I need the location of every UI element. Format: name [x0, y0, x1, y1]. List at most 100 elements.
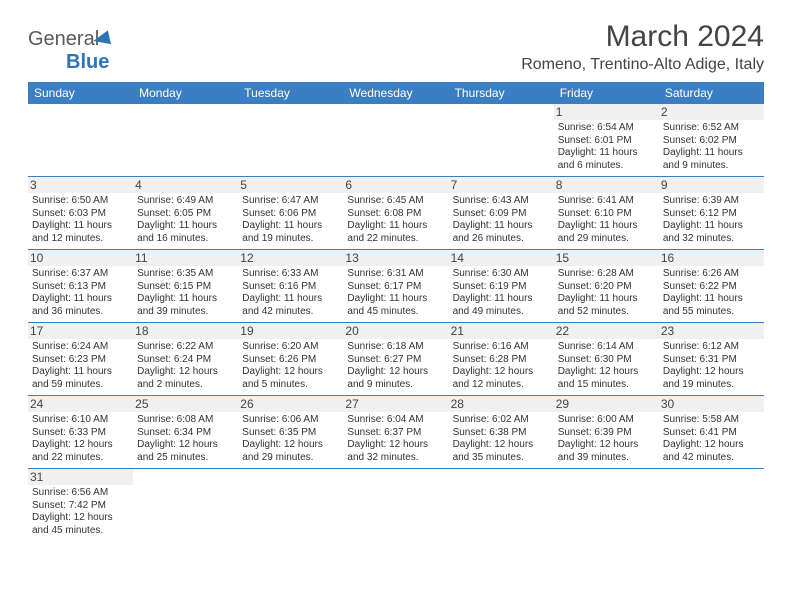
day-detail: Sunrise: 6:26 AMSunset: 6:22 PMDaylight:… — [663, 268, 760, 318]
calendar-row: 10 Sunrise: 6:37 AMSunset: 6:13 PMDayligh… — [28, 250, 764, 323]
daylight-text: Daylight: 12 hours and 42 minutes. — [663, 439, 760, 464]
day-detail: Sunrise: 6:41 AMSunset: 6:10 PMDaylight:… — [558, 195, 655, 245]
weekday-header: Sunday — [28, 82, 133, 104]
calendar-cell: 24Sunrise: 6:10 AMSunset: 6:33 PMDayligh… — [28, 396, 133, 469]
daylight-text: Daylight: 12 hours and 9 minutes. — [347, 366, 444, 391]
day-number: 20 — [343, 323, 448, 339]
daylight-text: Daylight: 11 hours and 26 minutes. — [453, 220, 550, 245]
daylight-text: Daylight: 11 hours and 49 minutes. — [453, 293, 550, 318]
weekday-header: Saturday — [659, 82, 764, 104]
calendar-cell: 27Sunrise: 6:04 AMSunset: 6:37 PMDayligh… — [343, 396, 448, 469]
day-detail: Sunrise: 6:12 AMSunset: 6:31 PMDaylight:… — [663, 341, 760, 391]
day-number: 25 — [133, 396, 238, 412]
daylight-text: Daylight: 12 hours and 25 minutes. — [137, 439, 234, 464]
calendar-cell: 17Sunrise: 6:24 AMSunset: 6:23 PMDayligh… — [28, 323, 133, 396]
sunset-text: Sunset: 6:24 PM — [137, 354, 234, 367]
sunset-text: Sunset: 6:38 PM — [453, 427, 550, 440]
day-detail: Sunrise: 6:50 AMSunset: 6:03 PMDaylight:… — [32, 195, 129, 245]
sunrise-text: Sunrise: 6:49 AM — [137, 195, 234, 208]
calendar-cell — [133, 469, 238, 542]
sunrise-text: Sunrise: 6:30 AM — [453, 268, 550, 281]
calendar-cell: 4Sunrise: 6:49 AMSunset: 6:05 PMDaylight… — [133, 177, 238, 250]
day-detail: Sunrise: 6:52 AMSunset: 6:02 PMDaylight:… — [663, 122, 760, 172]
daylight-text: Daylight: 12 hours and 45 minutes. — [32, 512, 129, 537]
sunrise-text: Sunrise: 5:58 AM — [663, 414, 760, 427]
sunrise-text: Sunrise: 6:14 AM — [558, 341, 655, 354]
daylight-text: Daylight: 11 hours and 59 minutes. — [32, 366, 129, 391]
calendar-cell: 29 Sunrise: 6:00 AMSunset: 6:39 PMDayligh… — [554, 396, 659, 469]
daylight-text: Daylight: 11 hours and 29 minutes. — [558, 220, 655, 245]
day-detail: Sunrise: 6:37 AMSunset: 6:13 PMDaylight:… — [32, 268, 129, 318]
calendar-cell: 18Sunrise: 6:22 AMSunset: 6:24 PMDayligh… — [133, 323, 238, 396]
sunset-text: Sunset: 6:28 PM — [453, 354, 550, 367]
calendar-table: Sunday Monday Tuesday Wednesday Thursday… — [28, 82, 764, 541]
sunset-text: Sunset: 6:17 PM — [347, 281, 444, 294]
calendar-cell: 23 Sunrise: 6:12 AMSunset: 6:31 PMDayligh… — [659, 323, 764, 396]
calendar-cell: 8 Sunrise: 6:41 AMSunset: 6:10 PMDaylight… — [554, 177, 659, 250]
day-detail: Sunrise: 6:31 AMSunset: 6:17 PMDaylight:… — [347, 268, 444, 318]
day-number: 22 — [554, 323, 659, 339]
sunrise-text: Sunrise: 6:06 AM — [242, 414, 339, 427]
day-number: 23 — [659, 323, 764, 339]
calendar-row: 31Sunrise: 6:56 AMSunset: 7:42 PMDayligh… — [28, 469, 764, 542]
calendar-cell: 3 Sunrise: 6:50 AMSunset: 6:03 PMDaylight… — [28, 177, 133, 250]
sunrise-text: Sunrise: 6:39 AM — [663, 195, 760, 208]
weekday-header: Tuesday — [238, 82, 343, 104]
sunset-text: Sunset: 6:01 PM — [558, 135, 655, 148]
calendar-cell: 12Sunrise: 6:33 AMSunset: 6:16 PMDayligh… — [238, 250, 343, 323]
day-number: 3 — [28, 177, 133, 193]
day-number: 11 — [133, 250, 238, 266]
sunrise-text: Sunrise: 6:35 AM — [137, 268, 234, 281]
day-detail: Sunrise: 6:00 AMSunset: 6:39 PMDaylight:… — [558, 414, 655, 464]
weekday-header: Friday — [554, 82, 659, 104]
calendar-cell: 15Sunrise: 6:28 AMSunset: 6:20 PMDayligh… — [554, 250, 659, 323]
sunrise-text: Sunrise: 6:45 AM — [347, 195, 444, 208]
calendar-cell: 10 Sunrise: 6:37 AMSunset: 6:13 PMDayligh… — [28, 250, 133, 323]
sunrise-text: Sunrise: 6:54 AM — [558, 122, 655, 135]
sunrise-text: Sunrise: 6:20 AM — [242, 341, 339, 354]
sunrise-text: Sunrise: 6:08 AM — [137, 414, 234, 427]
calendar-cell: 31Sunrise: 6:56 AMSunset: 7:42 PMDayligh… — [28, 469, 133, 542]
day-number: 19 — [238, 323, 343, 339]
calendar-row: 24Sunrise: 6:10 AMSunset: 6:33 PMDayligh… — [28, 396, 764, 469]
sunrise-text: Sunrise: 6:16 AM — [453, 341, 550, 354]
daylight-text: Daylight: 12 hours and 5 minutes. — [242, 366, 339, 391]
day-number: 8 — [554, 177, 659, 193]
calendar-cell: 19Sunrise: 6:20 AMSunset: 6:26 PMDayligh… — [238, 323, 343, 396]
daylight-text: Daylight: 11 hours and 6 minutes. — [558, 147, 655, 172]
calendar-cell — [554, 469, 659, 542]
sunrise-text: Sunrise: 6:37 AM — [32, 268, 129, 281]
calendar-cell — [449, 104, 554, 177]
day-number: 29 — [554, 396, 659, 412]
day-number: 31 — [28, 469, 133, 485]
sunset-text: Sunset: 6:23 PM — [32, 354, 129, 367]
sunset-text: Sunset: 6:31 PM — [663, 354, 760, 367]
calendar-cell: 20Sunrise: 6:18 AMSunset: 6:27 PMDayligh… — [343, 323, 448, 396]
brand-name: General Blue — [28, 28, 114, 74]
sunset-text: Sunset: 7:42 PM — [32, 500, 129, 513]
calendar-cell: 9Sunrise: 6:39 AMSunset: 6:12 PMDaylight… — [659, 177, 764, 250]
sunrise-text: Sunrise: 6:26 AM — [663, 268, 760, 281]
sunset-text: Sunset: 6:20 PM — [558, 281, 655, 294]
day-number: 5 — [238, 177, 343, 193]
sunset-text: Sunset: 6:10 PM — [558, 208, 655, 221]
calendar-cell — [238, 104, 343, 177]
header: General Blue March 2024 Romeno, Trentino… — [28, 20, 764, 74]
sunrise-text: Sunrise: 6:52 AM — [663, 122, 760, 135]
sunrise-text: Sunrise: 6:43 AM — [453, 195, 550, 208]
daylight-text: Daylight: 11 hours and 22 minutes. — [347, 220, 444, 245]
daylight-text: Daylight: 12 hours and 22 minutes. — [32, 439, 129, 464]
day-number: 9 — [659, 177, 764, 193]
calendar-cell: 13Sunrise: 6:31 AMSunset: 6:17 PMDayligh… — [343, 250, 448, 323]
day-number: 10 — [28, 250, 133, 266]
daylight-text: Daylight: 12 hours and 29 minutes. — [242, 439, 339, 464]
calendar-cell: 5Sunrise: 6:47 AMSunset: 6:06 PMDaylight… — [238, 177, 343, 250]
calendar-cell: 11Sunrise: 6:35 AMSunset: 6:15 PMDayligh… — [133, 250, 238, 323]
sunrise-text: Sunrise: 6:24 AM — [32, 341, 129, 354]
day-detail: Sunrise: 6:54 AMSunset: 6:01 PMDaylight:… — [558, 122, 655, 172]
day-number: 4 — [133, 177, 238, 193]
sunset-text: Sunset: 6:30 PM — [558, 354, 655, 367]
day-detail: Sunrise: 6:02 AMSunset: 6:38 PMDaylight:… — [453, 414, 550, 464]
sunset-text: Sunset: 6:08 PM — [347, 208, 444, 221]
daylight-text: Daylight: 11 hours and 39 minutes. — [137, 293, 234, 318]
